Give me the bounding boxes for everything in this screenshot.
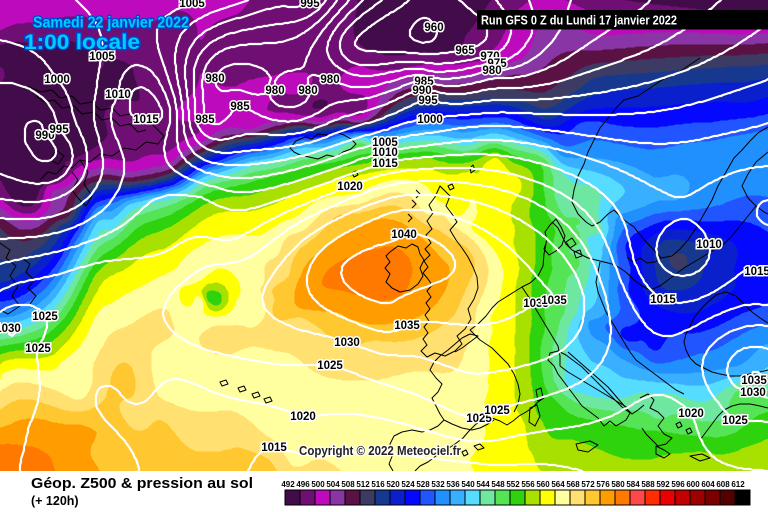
svg-text:1015: 1015: [744, 266, 768, 278]
svg-text:(+ 120h): (+ 120h): [31, 494, 79, 508]
svg-text:995: 995: [300, 0, 320, 10]
svg-text:995: 995: [49, 124, 69, 136]
svg-text:492: 492: [281, 480, 295, 489]
svg-text:1035: 1035: [523, 298, 549, 310]
svg-text:564: 564: [551, 480, 565, 489]
svg-text:1000: 1000: [417, 114, 443, 126]
svg-text:980: 980: [205, 73, 224, 85]
svg-text:970: 970: [480, 51, 499, 63]
svg-text:1035: 1035: [541, 295, 567, 307]
svg-text:Copyright © 2022 Meteociel.fr: Copyright © 2022 Meteociel.fr: [299, 444, 461, 458]
svg-text:985: 985: [195, 114, 215, 126]
svg-text:985: 985: [230, 101, 250, 113]
svg-text:512: 512: [356, 480, 370, 489]
svg-text:1:00 locale: 1:00 locale: [24, 31, 140, 54]
svg-text:1015: 1015: [372, 158, 398, 170]
svg-text:556: 556: [521, 480, 535, 489]
svg-text:596: 596: [671, 480, 685, 489]
svg-text:995: 995: [418, 95, 438, 107]
svg-text:524: 524: [401, 480, 415, 489]
svg-text:1030: 1030: [740, 387, 766, 399]
svg-text:1015: 1015: [261, 442, 287, 454]
svg-text:1025: 1025: [317, 360, 343, 372]
svg-text:1025: 1025: [484, 405, 510, 417]
svg-text:504: 504: [326, 480, 340, 489]
svg-text:508: 508: [341, 480, 355, 489]
svg-text:1005: 1005: [372, 137, 398, 149]
svg-text:960: 960: [424, 22, 443, 34]
svg-text:552: 552: [506, 480, 520, 489]
svg-text:1035: 1035: [741, 375, 767, 387]
svg-text:1030: 1030: [334, 337, 360, 349]
svg-text:604: 604: [701, 480, 715, 489]
svg-text:1015: 1015: [650, 294, 676, 306]
svg-text:980: 980: [320, 74, 339, 86]
svg-text:560: 560: [536, 480, 550, 489]
svg-text:612: 612: [731, 480, 745, 489]
svg-text:980: 980: [482, 65, 501, 77]
svg-text:1005: 1005: [179, 0, 205, 10]
svg-text:1025: 1025: [25, 343, 51, 355]
svg-text:572: 572: [581, 480, 595, 489]
svg-text:548: 548: [491, 480, 505, 489]
svg-text:1035: 1035: [394, 320, 420, 332]
svg-text:576: 576: [596, 480, 610, 489]
svg-text:1040: 1040: [391, 229, 417, 241]
svg-text:1025: 1025: [466, 413, 492, 425]
svg-text:1010: 1010: [372, 147, 398, 159]
svg-text:980: 980: [265, 85, 284, 97]
svg-text:975: 975: [487, 58, 507, 70]
svg-text:544: 544: [476, 480, 490, 489]
svg-text:536: 536: [446, 480, 460, 489]
svg-text:1020: 1020: [678, 408, 704, 420]
svg-text:1020: 1020: [290, 411, 316, 423]
svg-text:990: 990: [35, 130, 54, 142]
svg-text:1030: 1030: [0, 323, 21, 335]
svg-text:1025: 1025: [32, 311, 58, 323]
svg-text:985: 985: [414, 76, 434, 88]
svg-text:1010: 1010: [105, 89, 131, 101]
svg-text:496: 496: [296, 480, 310, 489]
svg-text:1005: 1005: [89, 51, 115, 63]
svg-text:Run GFS 0 Z du Lundi 17 janvie: Run GFS 0 Z du Lundi 17 janvier 2022: [481, 13, 677, 28]
svg-text:1015: 1015: [133, 114, 159, 126]
svg-text:608: 608: [716, 480, 730, 489]
svg-text:990: 990: [412, 85, 431, 97]
svg-text:Géop. Z500 & pression au sol: Géop. Z500 & pression au sol: [31, 475, 253, 492]
svg-text:568: 568: [566, 480, 580, 489]
svg-text:500: 500: [311, 480, 325, 489]
svg-text:520: 520: [386, 480, 400, 489]
svg-text:1020: 1020: [337, 181, 363, 193]
svg-text:965: 965: [455, 45, 475, 57]
svg-text:1025: 1025: [722, 415, 748, 427]
svg-text:600: 600: [686, 480, 700, 489]
svg-text:540: 540: [461, 480, 475, 489]
svg-text:980: 980: [298, 85, 317, 97]
svg-text:1010: 1010: [696, 239, 722, 251]
svg-text:580: 580: [611, 480, 625, 489]
svg-text:532: 532: [431, 480, 445, 489]
svg-text:1000: 1000: [44, 74, 70, 86]
svg-text:588: 588: [641, 480, 655, 489]
svg-text:Samedi 22 janvier 2022: Samedi 22 janvier 2022: [33, 15, 189, 32]
svg-text:592: 592: [656, 480, 670, 489]
svg-text:528: 528: [416, 480, 430, 489]
svg-text:584: 584: [626, 480, 640, 489]
svg-text:516: 516: [371, 480, 385, 489]
